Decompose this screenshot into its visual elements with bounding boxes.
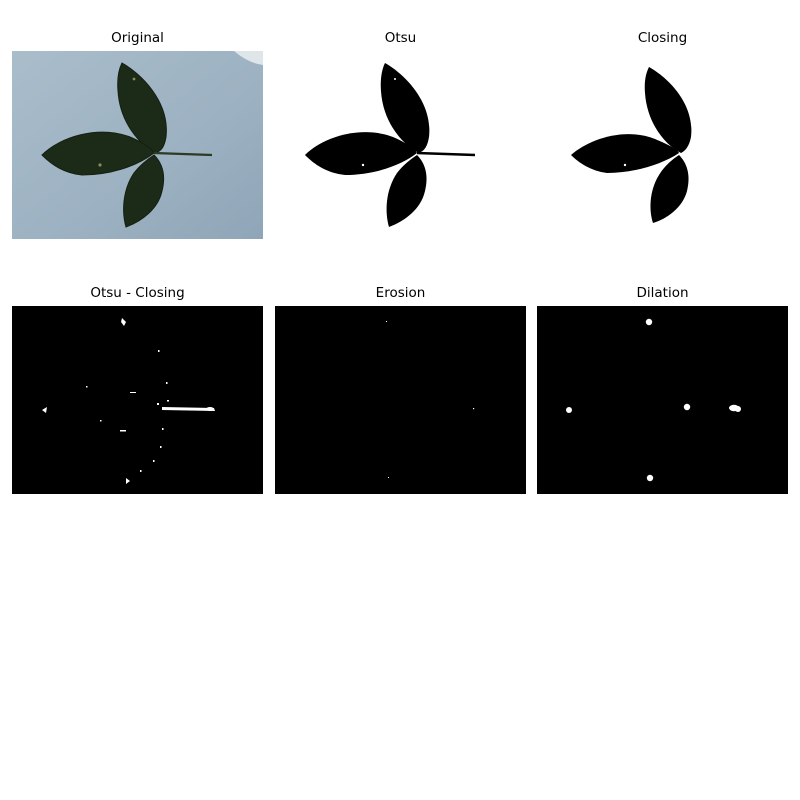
erosion-mask — [275, 306, 526, 494]
panel-title: Closing — [637, 30, 688, 46]
difference-mask — [12, 306, 263, 494]
panel-title: Dilation — [636, 285, 689, 301]
panel-title: Erosion — [375, 285, 426, 301]
panel-dilation: Dilation — [537, 285, 788, 495]
panel-otsu-minus-closing: Otsu - Closing — [12, 285, 263, 495]
closing-mask — [537, 51, 788, 239]
panel-title: Original — [111, 30, 164, 46]
panel-erosion: Erosion — [275, 285, 526, 495]
panel-otsu: Otsu — [275, 30, 526, 240]
panel-original: Original — [12, 30, 263, 240]
panel-title: Otsu — [384, 30, 417, 46]
original-photo — [12, 51, 263, 239]
otsu-mask — [275, 51, 526, 239]
panel-title: Otsu - Closing — [90, 285, 185, 301]
dilation-mask — [537, 306, 788, 494]
panel-closing: Closing — [537, 30, 788, 240]
